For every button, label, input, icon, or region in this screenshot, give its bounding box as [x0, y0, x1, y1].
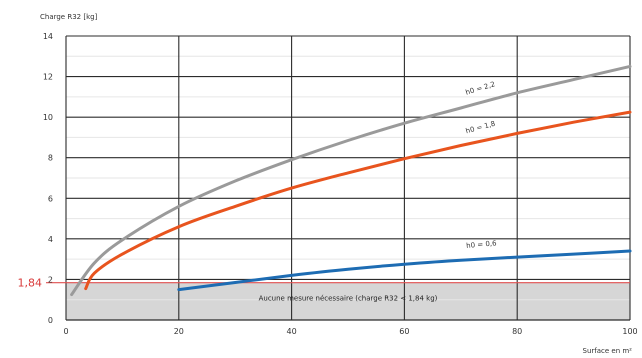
threshold-label: 1,84: [18, 277, 43, 290]
curve-label: h0 = 1,8: [465, 120, 496, 136]
y-tick-label: 0: [48, 316, 53, 325]
zone-rect: [66, 282, 630, 320]
y-tick-label: 2: [48, 275, 53, 284]
y-tick-label: 10: [43, 113, 53, 122]
x-tick-label: 0: [63, 327, 68, 336]
curves: [70, 64, 632, 297]
y-tick-label: 14: [43, 32, 53, 41]
series-line: [70, 64, 632, 297]
tick-labels: 0 2 4 6 8 10 12 14 0 20 40 60 80 100: [43, 32, 638, 336]
y-tick-label: 6: [48, 194, 53, 203]
no-measure-zone: [66, 282, 630, 320]
curve-label: h0 = 2,2: [465, 80, 496, 97]
x-tick-label: 80: [512, 327, 522, 336]
y-tick-label: 12: [43, 73, 53, 82]
threshold: 1,84 Aucune mesure nécessaire (charge R32…: [18, 277, 630, 303]
series-line: [84, 110, 632, 291]
x-axis-title: Surface en m²: [583, 347, 633, 355]
series-line: [177, 249, 632, 292]
x-tick-label: 60: [399, 327, 409, 336]
x-tick-label: 100: [622, 327, 637, 336]
y-tick-label: 4: [48, 235, 53, 244]
curve-label: h0 = 0,6: [466, 239, 497, 250]
zone-text: Aucune mesure nécessaire (charge R32 < 1…: [259, 295, 438, 303]
y-tick-label: 8: [48, 154, 53, 163]
grid: [65, 35, 631, 321]
x-tick-label: 40: [287, 327, 297, 336]
y-axis-title: Charge R32 [kg]: [40, 13, 98, 21]
x-tick-label: 20: [174, 327, 184, 336]
